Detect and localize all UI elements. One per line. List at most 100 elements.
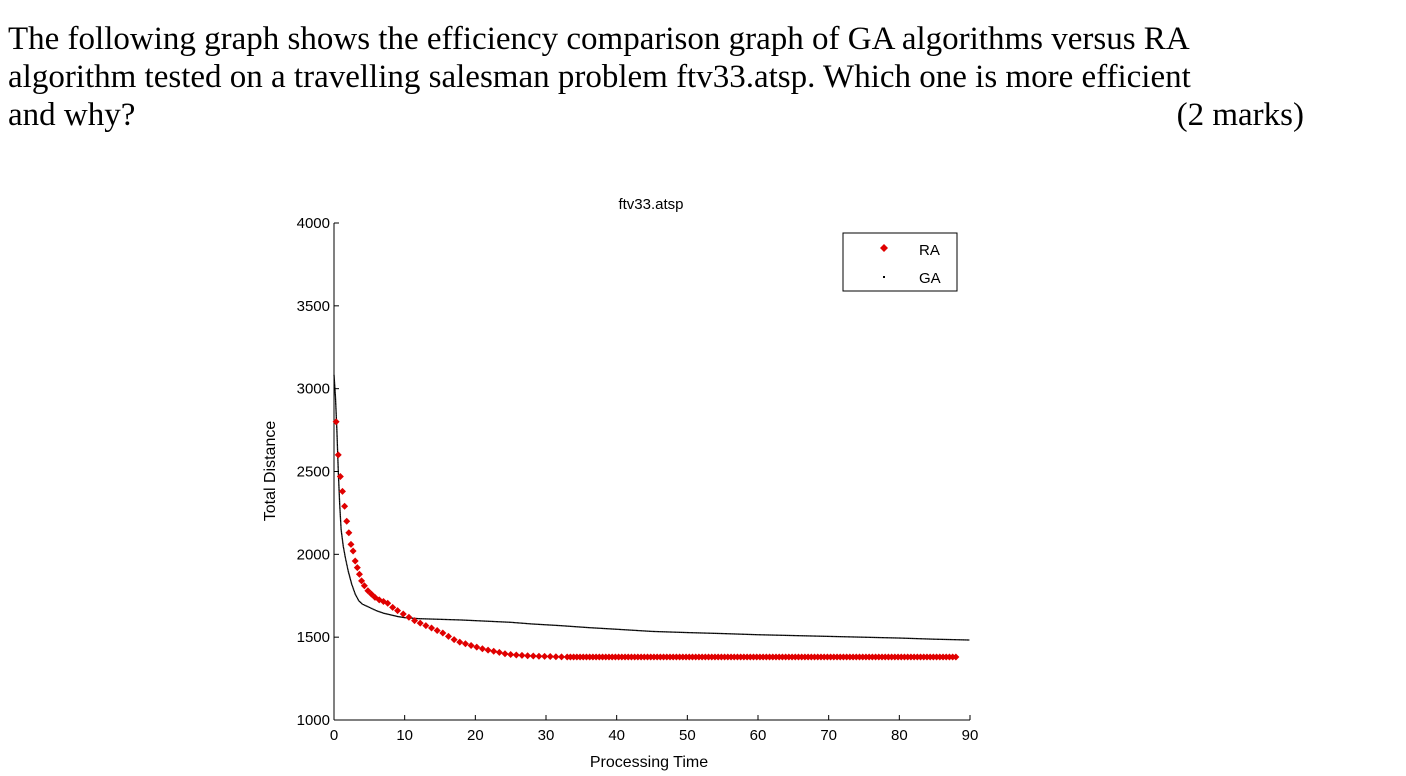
ga-point <box>500 621 503 623</box>
ra-point <box>355 570 363 578</box>
ga-point <box>540 623 542 626</box>
ga-point <box>336 450 339 452</box>
ga-point <box>336 437 338 439</box>
ga-point <box>699 632 702 634</box>
ga-point <box>338 492 340 494</box>
ga-point <box>343 551 346 554</box>
ga-point <box>338 483 340 485</box>
ga-point <box>804 635 806 637</box>
ra-point <box>439 629 447 637</box>
ga-point <box>814 635 817 637</box>
ga-point <box>334 396 337 398</box>
ga-point <box>357 599 359 601</box>
x-tick-label: 20 <box>467 727 484 744</box>
ga-point <box>732 633 734 635</box>
ga-point <box>910 637 912 640</box>
ga-point <box>703 632 706 634</box>
ga-point <box>626 629 628 631</box>
ga-point <box>731 633 733 635</box>
ga-point <box>578 626 581 628</box>
ga-point <box>631 629 634 631</box>
ga-point <box>346 563 348 565</box>
ga-point <box>477 620 479 622</box>
ga-point <box>710 632 712 634</box>
ga-point <box>928 638 931 640</box>
ra-point <box>399 610 407 618</box>
ga-point <box>423 618 425 620</box>
ga-point <box>356 597 359 600</box>
ga-point <box>340 522 342 524</box>
ga-point <box>359 600 361 603</box>
chart-title: ftv33.atsp <box>618 196 683 213</box>
ga-point <box>786 634 788 637</box>
ga-point <box>335 405 337 407</box>
ga-point <box>348 573 350 576</box>
ga-point <box>934 638 936 640</box>
ga-point <box>831 635 834 638</box>
ga-point <box>822 635 825 637</box>
ga-point <box>762 634 764 636</box>
ga-point <box>336 432 338 434</box>
ga-point <box>535 623 537 625</box>
ga-point <box>833 635 835 638</box>
ga-point <box>953 639 955 641</box>
ga-point <box>537 623 539 625</box>
ga-point <box>384 612 386 615</box>
ga-point <box>680 631 682 634</box>
ga-point <box>529 623 532 625</box>
ga-point <box>668 631 670 633</box>
ga-point <box>334 390 336 392</box>
ga-point <box>485 620 487 622</box>
ga-point <box>654 630 656 633</box>
ga-point <box>735 633 737 635</box>
ga-point <box>338 484 340 487</box>
ga-point <box>428 618 431 620</box>
ga-point <box>476 620 478 622</box>
ga-point <box>344 553 346 555</box>
ga-point <box>354 593 356 595</box>
ga-point <box>892 637 894 639</box>
ra-point <box>433 627 441 635</box>
ga-point <box>339 505 341 507</box>
ga-point <box>340 527 342 529</box>
ga-point <box>955 639 957 641</box>
ga-point <box>347 570 349 572</box>
ga-point <box>374 609 376 611</box>
ga-point <box>334 395 337 397</box>
x-tick-label: 0 <box>330 727 338 744</box>
ga-point <box>622 629 624 631</box>
ga-point <box>559 624 561 627</box>
ga-point <box>803 635 805 637</box>
ga-point <box>448 618 450 621</box>
ga-point <box>496 621 499 623</box>
ga-point <box>792 634 795 637</box>
ga-point <box>335 414 337 416</box>
ga-point <box>339 510 341 512</box>
ga-point <box>463 619 465 621</box>
ga-point <box>723 632 725 635</box>
y-tick-label: 2500 <box>297 464 330 481</box>
ga-point <box>846 636 848 638</box>
ga-point <box>337 464 339 466</box>
ga-point <box>914 637 916 640</box>
ga-point <box>544 624 546 626</box>
ga-point <box>336 439 338 442</box>
ga-point <box>725 633 728 635</box>
ga-point <box>494 620 496 623</box>
ga-point <box>450 619 452 621</box>
ga-point <box>350 581 352 583</box>
ga-point <box>340 524 342 527</box>
ra-point <box>535 652 543 660</box>
ga-point <box>856 636 859 638</box>
ga-point <box>447 618 449 621</box>
ga-point <box>702 632 704 634</box>
ga-point <box>341 539 344 541</box>
ga-point <box>854 636 856 638</box>
ga-point <box>740 633 742 635</box>
ga-point <box>697 632 699 634</box>
ga-point <box>341 535 343 537</box>
ga-point <box>338 488 340 491</box>
ga-point <box>495 620 497 623</box>
ra-point <box>490 647 498 655</box>
ga-point <box>619 628 622 631</box>
